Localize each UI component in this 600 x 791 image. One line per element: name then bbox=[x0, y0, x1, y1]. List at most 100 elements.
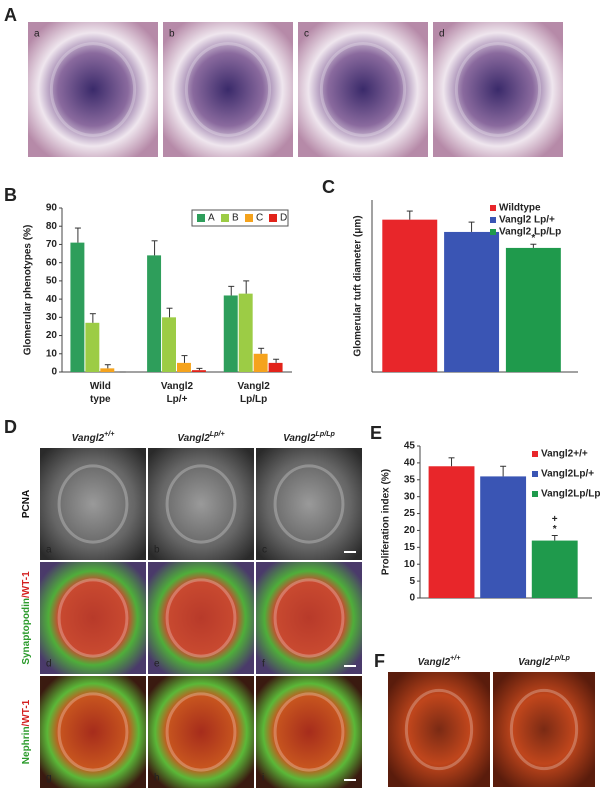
bar bbox=[238, 293, 253, 372]
legend-swatch bbox=[490, 205, 496, 211]
y-tick-label: 50 bbox=[46, 276, 58, 287]
legend-swatch bbox=[532, 471, 538, 477]
micrograph bbox=[256, 562, 362, 674]
legend-swatch bbox=[490, 229, 496, 235]
error-bar bbox=[196, 367, 203, 371]
y-tick-label: 45 bbox=[404, 441, 416, 452]
micrograph bbox=[28, 22, 158, 157]
image-label: d bbox=[46, 659, 52, 670]
micrograph bbox=[40, 676, 146, 788]
error-bar bbox=[500, 465, 507, 477]
y-axis-label: Proliferation index (%) bbox=[381, 469, 392, 575]
bar bbox=[253, 353, 268, 372]
error-bar bbox=[468, 221, 475, 232]
row-label-part: Nephrin bbox=[21, 726, 32, 764]
error-bar bbox=[258, 347, 265, 354]
error-bar bbox=[228, 285, 235, 296]
legend-label: Wildtype bbox=[499, 203, 541, 214]
row-label-part: PCNA bbox=[21, 490, 32, 518]
micrograph bbox=[493, 672, 595, 787]
header-name: Vangl2 bbox=[418, 657, 451, 668]
glomerulus-outline bbox=[454, 42, 542, 137]
glomerulus-outline bbox=[184, 42, 272, 137]
bar bbox=[85, 322, 100, 372]
micrograph bbox=[388, 672, 490, 787]
glomerulus-outline bbox=[57, 464, 129, 544]
y-tick-label: 60 bbox=[46, 257, 58, 268]
row-label: Nephrin/WT-1 bbox=[21, 699, 32, 764]
error-bar bbox=[448, 457, 455, 467]
bar bbox=[444, 231, 500, 372]
column-header: Vangl2Lp/Lp bbox=[518, 654, 570, 668]
y-tick-label: 70 bbox=[46, 239, 58, 250]
legend-label: Vangl2 Lp/+ bbox=[499, 215, 555, 226]
header-sup: +/+ bbox=[450, 654, 461, 662]
x-tick-label: Vangl2 Lp/+ bbox=[161, 381, 194, 405]
error-bar bbox=[243, 280, 250, 294]
micrograph bbox=[148, 562, 254, 674]
y-tick-label: 0 bbox=[51, 367, 57, 378]
error-bar bbox=[273, 358, 280, 363]
micrograph bbox=[298, 22, 428, 157]
glomerulus-outline bbox=[509, 688, 579, 771]
y-axis-label: Glomerular tuft diameter (μm) bbox=[353, 215, 364, 356]
error-bar bbox=[166, 307, 173, 318]
glomerulus-outline bbox=[165, 578, 237, 658]
bar bbox=[505, 247, 561, 372]
x-tick-label: Vangl2 Lp/Lp bbox=[238, 381, 271, 405]
glomerulus-outline bbox=[273, 692, 345, 772]
bar bbox=[531, 540, 578, 598]
panel-label: C bbox=[322, 177, 335, 197]
legend-label: D bbox=[280, 213, 287, 224]
y-tick-label: 5 bbox=[409, 576, 415, 587]
image-label: g bbox=[46, 773, 52, 784]
glomerulus-outline bbox=[273, 578, 345, 658]
glomerulus-outline bbox=[319, 42, 407, 137]
micrograph bbox=[256, 676, 362, 788]
image-label: f bbox=[262, 659, 265, 670]
legend-swatch bbox=[532, 491, 538, 497]
header-sup: Lp/Lp bbox=[550, 654, 570, 662]
y-tick-label: 25 bbox=[404, 508, 416, 519]
y-tick-label: 10 bbox=[404, 559, 416, 570]
legend-label: Vangl2Lp/+ bbox=[541, 469, 594, 480]
error-bar bbox=[89, 313, 96, 323]
row-label-part: /WT-1 bbox=[21, 571, 32, 598]
column-header: Vangl2Lp/Lp bbox=[283, 430, 335, 444]
legend-label: Vangl2 Lp/Lp bbox=[499, 227, 561, 238]
glomerulus-outline bbox=[273, 464, 345, 544]
error-bar bbox=[104, 364, 111, 369]
annotation: + bbox=[552, 514, 558, 525]
y-tick-label: 10 bbox=[46, 348, 58, 359]
panel-label: A bbox=[4, 5, 17, 25]
legend-label: Vangl2Lp/Lp bbox=[541, 489, 600, 500]
glomerulus-outline bbox=[165, 464, 237, 544]
column-header: Vangl2+/+ bbox=[418, 654, 462, 668]
image-label: i bbox=[262, 773, 264, 784]
legend-swatch bbox=[221, 214, 229, 222]
y-tick-label: 20 bbox=[46, 330, 58, 341]
y-tick-label: 40 bbox=[46, 294, 58, 305]
image-label: a bbox=[34, 29, 40, 40]
glomerulus-outline bbox=[57, 578, 129, 658]
column-header: Vangl2Lp/+ bbox=[177, 430, 225, 444]
image-label: h bbox=[154, 773, 160, 784]
legend-label: Vangl2+/+ bbox=[541, 449, 588, 460]
row-label: Synaptopodin/WT-1 bbox=[21, 571, 32, 665]
column-header: Vangl2+/+ bbox=[72, 430, 116, 444]
y-tick-label: 0 bbox=[409, 593, 415, 604]
y-tick-label: 80 bbox=[46, 221, 58, 232]
y-tick-label: 40 bbox=[404, 458, 416, 469]
panel-label: E bbox=[370, 423, 382, 443]
header-name: Vangl2 bbox=[177, 433, 210, 444]
legend-swatch bbox=[269, 214, 277, 222]
legend-label: C bbox=[256, 213, 263, 224]
bar bbox=[100, 368, 115, 372]
image-label: b bbox=[169, 29, 175, 40]
error-bar bbox=[74, 227, 81, 243]
header-name: Vangl2 bbox=[72, 433, 105, 444]
error-bar bbox=[551, 535, 558, 541]
bar bbox=[70, 242, 85, 372]
